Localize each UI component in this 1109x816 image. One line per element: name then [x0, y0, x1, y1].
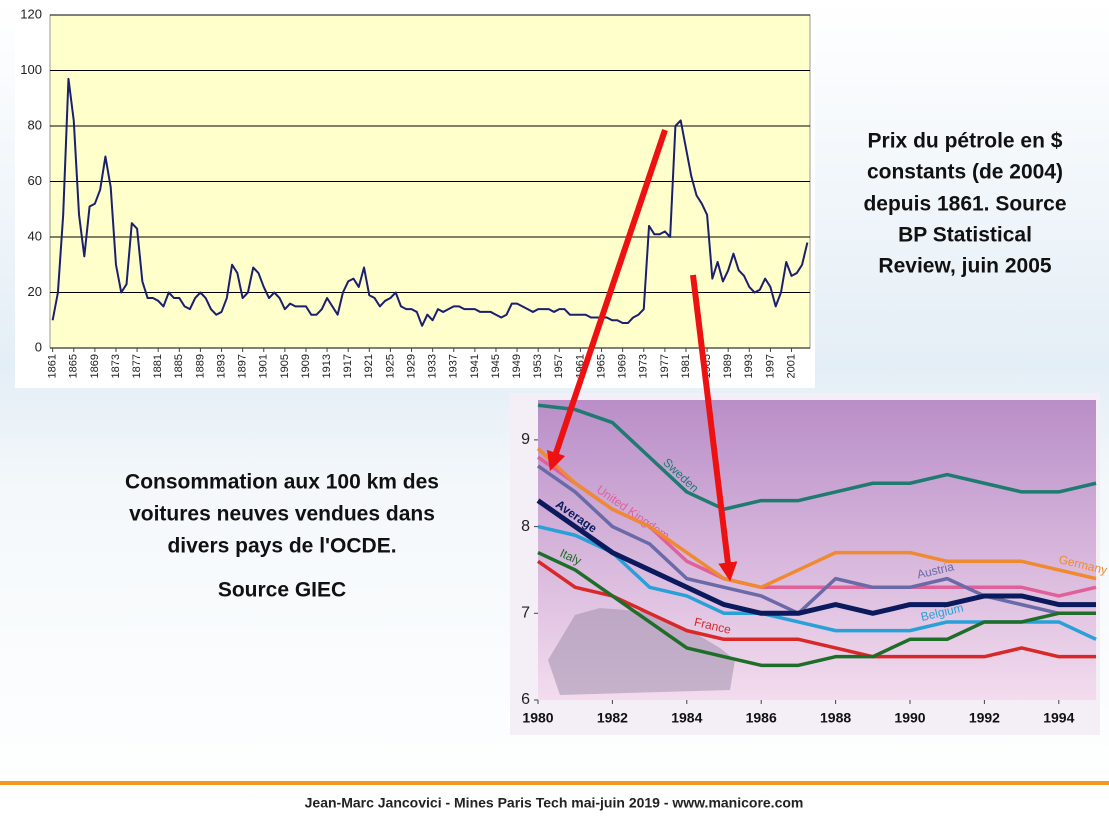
y-tick-label: 120	[20, 6, 42, 21]
x-tick-label: 1945	[490, 354, 502, 378]
data-line	[536, 559, 1096, 659]
x-tick-label: 1889	[194, 354, 206, 378]
x-tick-label: 1986	[746, 710, 777, 726]
caption: Prix du pétrole en $	[868, 130, 1063, 153]
x-tick-label: 1893	[215, 354, 227, 378]
x-tick-label: 1869	[89, 354, 101, 378]
x-tick-label: 1984	[671, 710, 702, 726]
x-tick-label: 1929	[405, 354, 417, 378]
x-tick-label: 1925	[384, 354, 396, 378]
x-tick-label: 1988	[820, 710, 851, 726]
y-tick-label: 100	[20, 62, 42, 77]
x-tick-label: 1949	[511, 354, 523, 378]
footer-rule	[0, 781, 1109, 785]
x-tick-label: 1953	[532, 354, 544, 378]
y-tick-label: 9	[521, 431, 530, 448]
x-tick-label: 1965	[595, 354, 607, 378]
x-tick-label: 1913	[321, 354, 333, 378]
data-line	[536, 498, 1096, 616]
x-tick-label: 1992	[969, 710, 1000, 726]
x-tick-label: 1977	[659, 354, 671, 378]
x-tick-label: 1980	[522, 710, 553, 726]
y-tick-label: 8	[521, 518, 530, 535]
x-tick-label: 1901	[258, 354, 270, 378]
caption: depuis 1861. Source	[863, 193, 1066, 216]
x-tick-label: 1982	[597, 710, 628, 726]
x-tick-label: 1989	[722, 354, 734, 378]
x-tick-label: 1897	[237, 354, 249, 378]
caption: constants (de 2004)	[867, 161, 1063, 184]
x-tick-label: 1905	[279, 354, 291, 378]
x-tick-label: 1957	[553, 354, 565, 378]
data-line	[536, 447, 1097, 590]
caption: Consommation aux 100 km des	[125, 471, 439, 494]
x-tick-label: 1909	[300, 354, 312, 378]
x-tick-label: 1917	[342, 354, 354, 378]
y-tick-label: 7	[521, 605, 530, 622]
y-tick-label: 0	[35, 339, 42, 354]
x-tick-label: 1997	[764, 354, 776, 378]
x-tick-label: 1994	[1043, 710, 1074, 726]
data-line	[536, 464, 1096, 616]
x-tick-label: 1941	[469, 354, 481, 378]
x-tick-label: 1993	[743, 354, 755, 378]
x-tick-label: 1969	[617, 354, 629, 378]
x-tick-label: 1933	[427, 354, 439, 378]
y-tick-label: 20	[28, 284, 42, 299]
x-tick-label: 1865	[68, 354, 80, 378]
y-tick-label: 60	[28, 173, 42, 188]
x-tick-label: 1861	[47, 354, 59, 378]
data-line	[537, 403, 1097, 511]
arrow	[546, 129, 668, 472]
x-tick-label: 1981	[680, 354, 692, 378]
arrow	[690, 274, 738, 582]
caption: Review, juin 2005	[878, 255, 1051, 278]
y-tick-label: 6	[521, 691, 530, 708]
caption-source: Source GIEC	[218, 579, 346, 602]
data-line	[537, 551, 1096, 668]
x-tick-label: 1921	[363, 354, 375, 378]
x-tick-label: 1973	[638, 354, 650, 378]
x-tick-label: 1937	[448, 354, 460, 378]
caption: voitures neuves vendues dans	[129, 503, 435, 526]
caption: BP Statistical	[898, 224, 1032, 247]
x-tick-label: 1885	[173, 354, 185, 378]
caption: divers pays de l'OCDE.	[167, 535, 396, 558]
x-tick-label: 1990	[894, 710, 925, 726]
y-tick-label: 80	[28, 117, 42, 132]
footer: Jean-Marc Jancovici - Mines Paris Tech m…	[305, 795, 804, 811]
x-tick-label: 1881	[152, 354, 164, 378]
y-tick-label: 40	[28, 228, 42, 243]
x-tick-label: 2001	[785, 354, 797, 378]
data-line	[51, 77, 809, 327]
x-tick-label: 1873	[110, 354, 122, 378]
x-tick-label: 1877	[131, 354, 143, 378]
